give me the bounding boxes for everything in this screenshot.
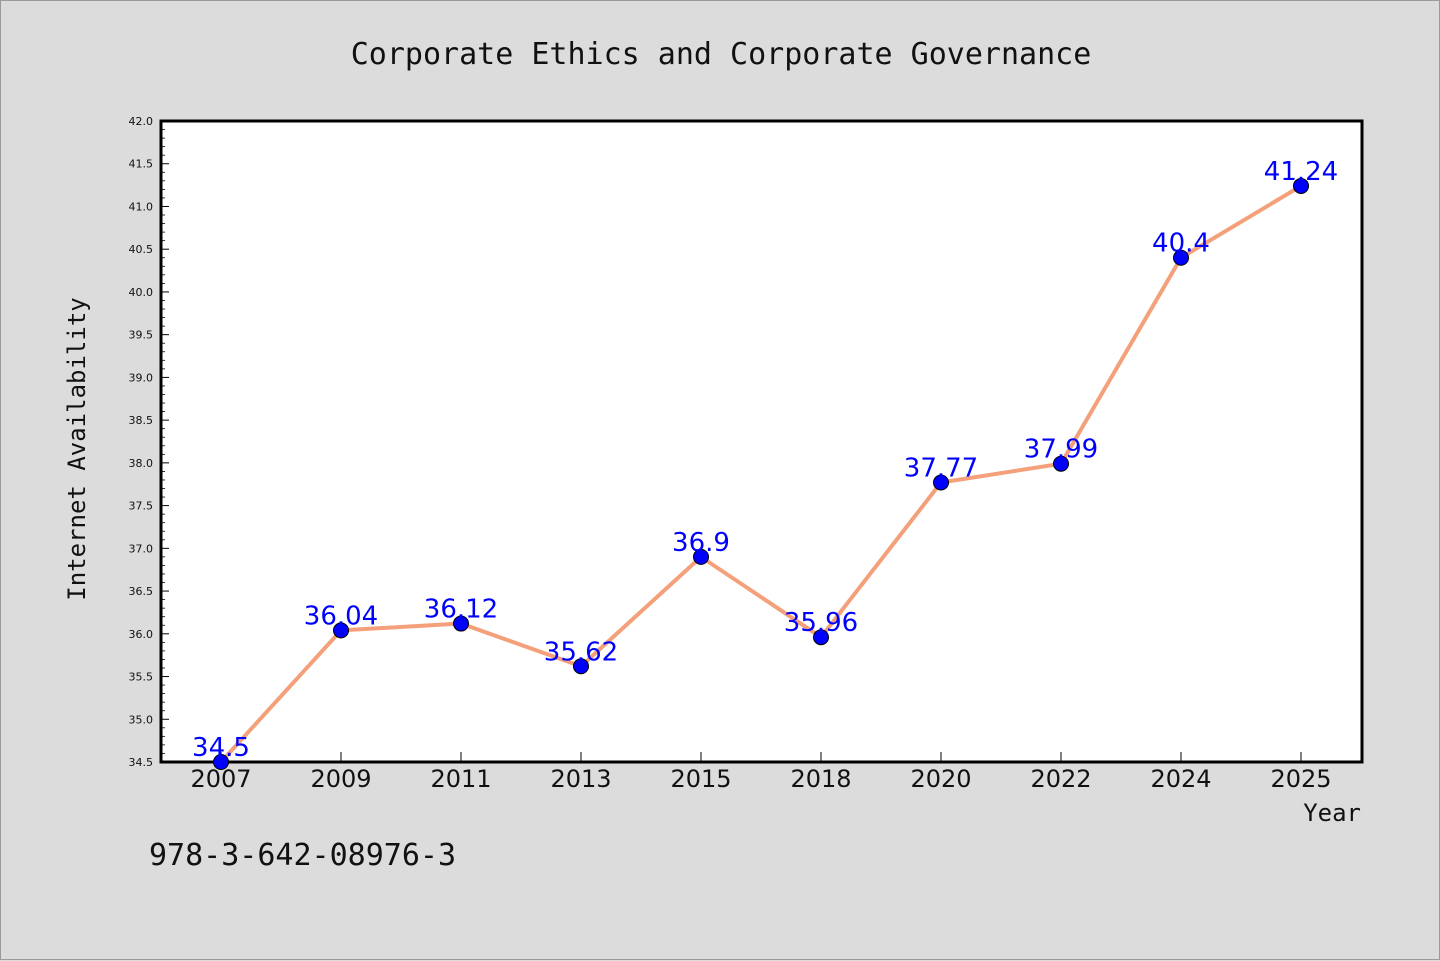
chart-title: Corporate Ethics and Corporate Governanc… [351, 37, 1092, 72]
y-tick-label: 39.5 [129, 329, 154, 342]
data-point [1053, 455, 1069, 472]
x-tick-label: 2025 [1270, 765, 1331, 793]
x-tick-label: 2018 [790, 765, 851, 793]
x-tick-label: 2020 [910, 765, 971, 793]
data-point [1293, 177, 1309, 194]
y-tick-label: 40.0 [129, 286, 154, 299]
data-label: 37.77 [904, 454, 978, 484]
x-axis-label: Year [1303, 799, 1361, 827]
data-point [813, 629, 829, 646]
x-tick-label: 2011 [430, 765, 491, 793]
data-label: 41.24 [1264, 157, 1338, 187]
data-label: 40.4 [1152, 229, 1210, 259]
isbn-annotation: 978-3-642-08976-3 [149, 838, 456, 873]
data-label: 35.62 [544, 637, 618, 667]
data-point [1173, 249, 1189, 266]
series-group [213, 177, 1309, 770]
data-point [693, 548, 709, 565]
y-tick-label: 36.0 [129, 628, 154, 641]
data-label: 36.04 [304, 601, 378, 631]
y-axis-label: Internet Availability [63, 297, 91, 600]
y-axis-ticks: 34.5 35.0 35.5 36.0 36.5 37.0 37.5 38.0 38.5 39.0… [129, 115, 169, 769]
data-label: 34.5 [192, 733, 250, 763]
y-tick-label: 40.5 [129, 243, 154, 256]
data-point [333, 622, 349, 639]
y-tick-label: 41.5 [129, 158, 154, 171]
x-tick-label: 2013 [550, 765, 611, 793]
data-point [933, 474, 949, 491]
data-label: 36.9 [672, 528, 730, 558]
x-tick-label: 2009 [310, 765, 371, 793]
data-point [573, 658, 589, 675]
y-tick-label: 36.5 [129, 585, 154, 598]
x-tick-label: 2022 [1030, 765, 1091, 793]
y-tick-label: 38.5 [129, 414, 154, 427]
y-tick-label: 42.0 [129, 115, 154, 128]
x-axis-ticks: 2007 2009 2011 2013 2015 2018 2020 2022 2024 2025 [190, 752, 1332, 793]
y-tick-label: 34.5 [129, 756, 154, 769]
y-tick-label: 41.0 [129, 200, 154, 213]
series-line [219, 183, 1303, 764]
y-tick-label: 37.5 [129, 500, 154, 513]
data-labels-group: 34.5 36.04 36.12 35.62 36.9 35.96 37.77 37.99 40… [192, 157, 1338, 763]
x-tick-label: 2024 [1150, 765, 1211, 793]
data-point [213, 754, 229, 770]
data-label: 36.12 [424, 595, 498, 625]
plot-area [159, 119, 1364, 764]
y-tick-label: 37.0 [129, 542, 154, 555]
y-tick-label: 35.0 [129, 713, 154, 726]
y-tick-label: 38.0 [129, 457, 154, 470]
data-label: 37.99 [1024, 435, 1098, 465]
y-tick-label: 35.5 [129, 671, 154, 684]
x-tick-label: 2015 [670, 765, 731, 793]
data-label: 35.96 [784, 608, 858, 638]
data-point [453, 615, 469, 632]
y-tick-label: 39.0 [129, 371, 154, 384]
